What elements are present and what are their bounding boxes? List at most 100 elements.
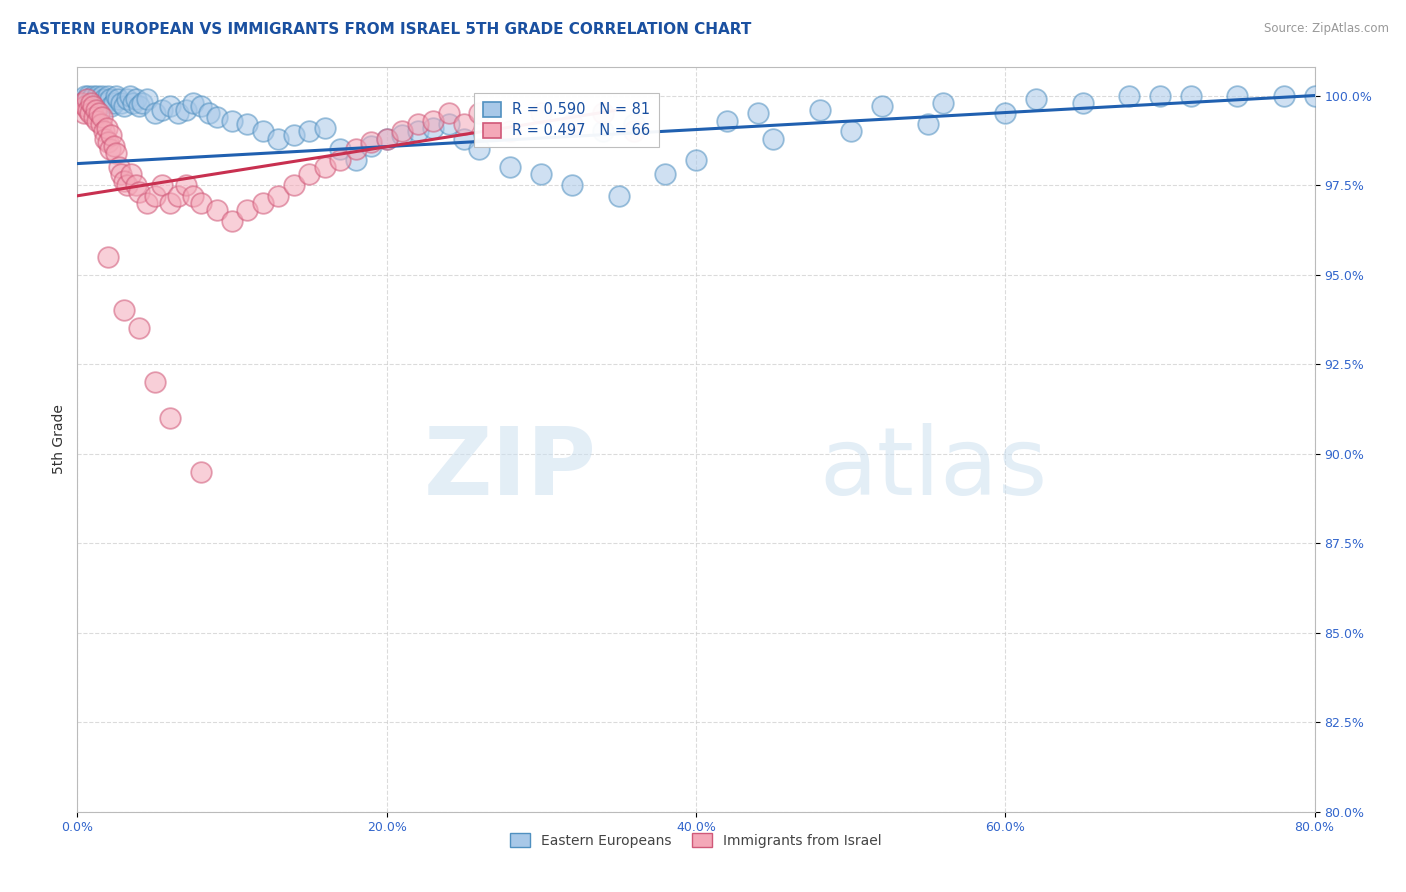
Point — [128, 99, 150, 113]
Point — [205, 110, 228, 124]
Point — [167, 189, 190, 203]
Point — [97, 135, 120, 149]
Point — [75, 99, 96, 113]
Point — [159, 410, 181, 425]
Point — [298, 124, 321, 138]
Point — [1226, 88, 1249, 103]
Point — [391, 124, 413, 138]
Point — [76, 92, 98, 106]
Point — [685, 153, 707, 167]
Point — [190, 99, 212, 113]
Point — [530, 167, 553, 181]
Point — [236, 203, 259, 218]
Point — [499, 124, 522, 138]
Point — [190, 196, 212, 211]
Point — [267, 189, 290, 203]
Point — [70, 95, 93, 110]
Point — [76, 92, 98, 106]
Point — [762, 131, 785, 145]
Point — [561, 178, 583, 192]
Point — [453, 117, 475, 131]
Point — [422, 120, 444, 135]
Point — [1303, 88, 1326, 103]
Point — [994, 106, 1017, 120]
Point — [87, 99, 110, 113]
Point — [406, 117, 429, 131]
Point — [84, 92, 107, 106]
Point — [329, 142, 352, 156]
Point — [344, 142, 367, 156]
Point — [121, 167, 143, 181]
Point — [561, 117, 583, 131]
Point — [72, 95, 94, 110]
Point — [79, 95, 101, 110]
Point — [143, 189, 166, 203]
Point — [267, 131, 290, 145]
Point — [97, 250, 120, 264]
Point — [159, 99, 181, 113]
Point — [344, 153, 367, 167]
Point — [98, 142, 121, 156]
Point — [94, 95, 117, 110]
Text: atlas: atlas — [820, 423, 1047, 515]
Point — [110, 167, 132, 181]
Point — [80, 92, 103, 106]
Point — [152, 103, 174, 117]
Point — [112, 174, 135, 188]
Point — [530, 106, 553, 120]
Point — [437, 117, 460, 131]
Point — [283, 178, 305, 192]
Point — [128, 321, 150, 335]
Point — [90, 117, 111, 131]
Point — [83, 110, 105, 124]
Point — [314, 120, 336, 135]
Point — [136, 196, 159, 211]
Point — [98, 92, 121, 106]
Point — [197, 106, 219, 120]
Point — [82, 99, 104, 113]
Point — [391, 128, 413, 142]
Point — [125, 92, 148, 106]
Legend: Eastern Europeans, Immigrants from Israel: Eastern Europeans, Immigrants from Israe… — [505, 827, 887, 853]
Point — [128, 186, 150, 200]
Point — [83, 95, 105, 110]
Point — [1149, 88, 1171, 103]
Point — [406, 124, 429, 138]
Point — [205, 203, 228, 218]
Text: Source: ZipAtlas.com: Source: ZipAtlas.com — [1264, 22, 1389, 36]
Point — [94, 131, 117, 145]
Point — [97, 88, 120, 103]
Point — [96, 120, 118, 135]
Point — [80, 95, 103, 110]
Point — [174, 103, 197, 117]
Point — [131, 95, 153, 110]
Point — [103, 95, 125, 110]
Point — [221, 214, 243, 228]
Text: EASTERN EUROPEAN VS IMMIGRANTS FROM ISRAEL 5TH GRADE CORRELATION CHART: EASTERN EUROPEAN VS IMMIGRANTS FROM ISRA… — [17, 22, 751, 37]
Point — [360, 135, 382, 149]
Point — [183, 189, 205, 203]
Point — [221, 113, 243, 128]
Point — [115, 178, 138, 192]
Point — [112, 99, 135, 113]
Point — [143, 375, 166, 389]
Point — [298, 167, 321, 181]
Point — [112, 303, 135, 318]
Point — [86, 113, 108, 128]
Point — [167, 106, 190, 120]
Point — [314, 160, 336, 174]
Point — [91, 110, 114, 124]
Point — [932, 95, 955, 110]
Point — [499, 160, 522, 174]
Point — [468, 142, 491, 156]
Point — [870, 99, 893, 113]
Point — [283, 128, 305, 142]
Point — [808, 103, 831, 117]
Point — [375, 131, 398, 145]
Point — [118, 88, 141, 103]
Point — [360, 138, 382, 153]
Point — [100, 99, 122, 113]
Point — [125, 178, 148, 192]
Point — [93, 124, 115, 138]
Point — [190, 465, 212, 479]
